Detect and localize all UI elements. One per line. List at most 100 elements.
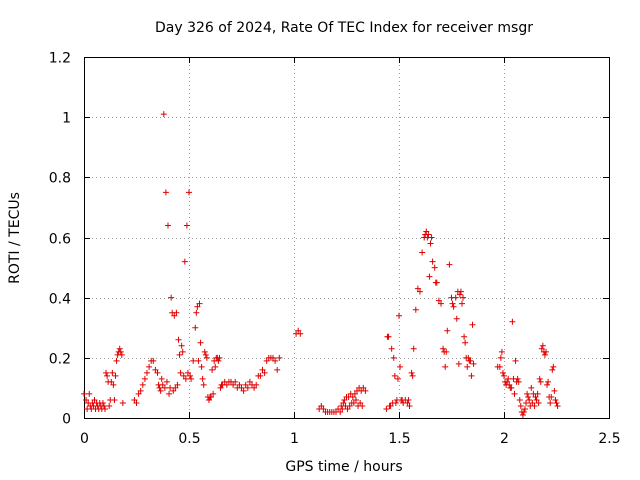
data-point (426, 273, 433, 280)
y-tick-label: 0 (62, 412, 71, 428)
data-point (533, 396, 540, 403)
data-point (201, 348, 208, 355)
data-point (109, 369, 116, 376)
data-point (108, 378, 115, 385)
data-point (166, 390, 173, 397)
data-point (409, 372, 416, 379)
axis-ticks (84, 57, 610, 419)
data-point (387, 402, 394, 409)
data-point (410, 345, 417, 352)
data-point (470, 360, 477, 367)
x-tick-label: 2.5 (598, 431, 620, 447)
data-point (168, 294, 175, 301)
data-point (208, 393, 215, 400)
data-point (404, 399, 411, 406)
data-point (337, 408, 344, 415)
data-point (197, 339, 204, 346)
data-point (405, 396, 412, 403)
data-point (175, 336, 182, 343)
data-point (440, 345, 447, 352)
data-point (171, 312, 178, 319)
data-point (212, 363, 219, 370)
chart-title: Day 326 of 2024, Rate Of TEC Index for r… (155, 20, 533, 36)
data-point (505, 375, 512, 382)
data-point (139, 381, 146, 388)
data-point (453, 315, 460, 322)
data-point (469, 321, 476, 328)
data-point (186, 189, 192, 196)
data-point (176, 351, 183, 358)
data-point (297, 330, 304, 337)
data-point (459, 300, 465, 307)
data-point (394, 375, 401, 382)
x-tick-labels: 0 0.5 1 1.5 2 2.5 (80, 431, 621, 447)
data-point (548, 393, 555, 400)
data-point (535, 399, 542, 406)
data-point (183, 222, 190, 229)
data-point (110, 381, 117, 388)
data-point (118, 351, 125, 358)
data-point (177, 369, 184, 376)
data-point (499, 369, 506, 376)
data-point (116, 345, 123, 352)
data-point (339, 405, 346, 412)
data-point (253, 381, 260, 388)
data-point (152, 366, 159, 373)
data-points (81, 111, 561, 418)
data-point (104, 372, 111, 379)
data-point (173, 309, 180, 316)
data-point (154, 369, 161, 376)
data-point (192, 324, 199, 331)
data-point (517, 402, 524, 409)
data-point (412, 306, 419, 313)
data-point (525, 393, 532, 400)
data-point (383, 405, 390, 412)
data-point (456, 291, 463, 298)
data-point (508, 384, 515, 391)
data-point (103, 369, 110, 376)
data-point (270, 354, 276, 361)
data-point (100, 402, 107, 409)
data-point (159, 381, 166, 388)
data-point (119, 399, 126, 406)
data-point (433, 279, 440, 286)
data-point (216, 354, 223, 361)
data-point (509, 318, 516, 325)
data-point (274, 366, 281, 373)
data-point (209, 366, 216, 373)
data-point (406, 402, 413, 409)
data-point (344, 405, 351, 412)
data-point (238, 384, 245, 391)
data-point (417, 288, 423, 295)
data-point (117, 348, 124, 355)
data-point (460, 294, 467, 301)
data-point (545, 378, 552, 385)
data-point (263, 357, 270, 364)
data-point (83, 396, 90, 403)
data-point (550, 363, 557, 370)
data-point (157, 387, 164, 394)
data-point (295, 327, 302, 334)
data-point (257, 372, 264, 379)
data-point (137, 387, 144, 394)
data-point (549, 366, 556, 373)
data-point (428, 234, 435, 241)
data-point (232, 378, 239, 385)
data-point (146, 363, 153, 370)
data-point (144, 369, 150, 376)
x-tick-label: 1 (290, 431, 299, 447)
data-point (131, 396, 138, 403)
data-point (390, 354, 397, 361)
data-point (188, 375, 195, 382)
data-point (462, 339, 469, 346)
data-point (543, 348, 549, 355)
data-point (318, 402, 325, 409)
data-point (199, 375, 206, 382)
data-point (425, 231, 432, 238)
data-point (259, 366, 266, 373)
data-point (246, 378, 253, 385)
data-point (544, 381, 551, 388)
data-point (180, 372, 187, 379)
data-point (102, 405, 108, 412)
data-point (396, 312, 402, 319)
